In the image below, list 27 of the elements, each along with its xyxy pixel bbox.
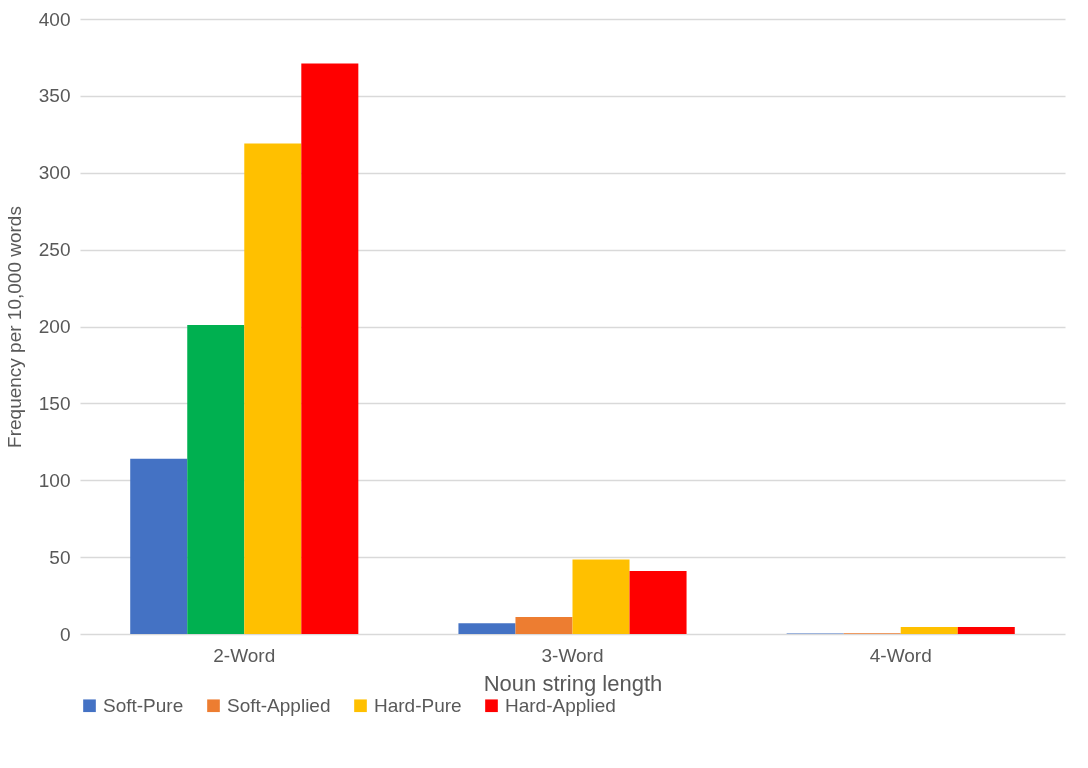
x-tick-label: 4-Word [869, 644, 932, 666]
x-axis-title: Noun string length [483, 670, 663, 696]
x-tick-label: 3-Word [541, 644, 604, 666]
bar [629, 570, 687, 634]
bar [458, 623, 516, 634]
y-tick-label: 50 [49, 546, 71, 568]
legend-label: Hard-Pure [374, 694, 462, 716]
y-tick-label: 400 [38, 8, 71, 30]
legend-label: Soft-Applied [227, 694, 331, 716]
y-tick-label: 350 [38, 85, 71, 107]
y-tick-label: 0 [59, 623, 71, 645]
bar [515, 617, 573, 634]
y-axis-title: Frequency per 10,000 words [3, 206, 25, 448]
y-tick-label: 300 [38, 162, 71, 184]
y-tick-label: 150 [38, 392, 71, 414]
bar [187, 324, 245, 634]
y-tick-label: 200 [38, 316, 71, 337]
bar [957, 627, 1015, 634]
x-tick-label: 2-Word [213, 644, 276, 666]
bar [244, 143, 302, 634]
bar [130, 458, 188, 634]
bar [900, 627, 958, 634]
bar [572, 559, 630, 634]
bar [301, 63, 359, 634]
legend-label: Soft-Pure [103, 694, 184, 716]
y-tick-label: 100 [38, 469, 71, 491]
y-tick-label: 250 [38, 239, 71, 261]
